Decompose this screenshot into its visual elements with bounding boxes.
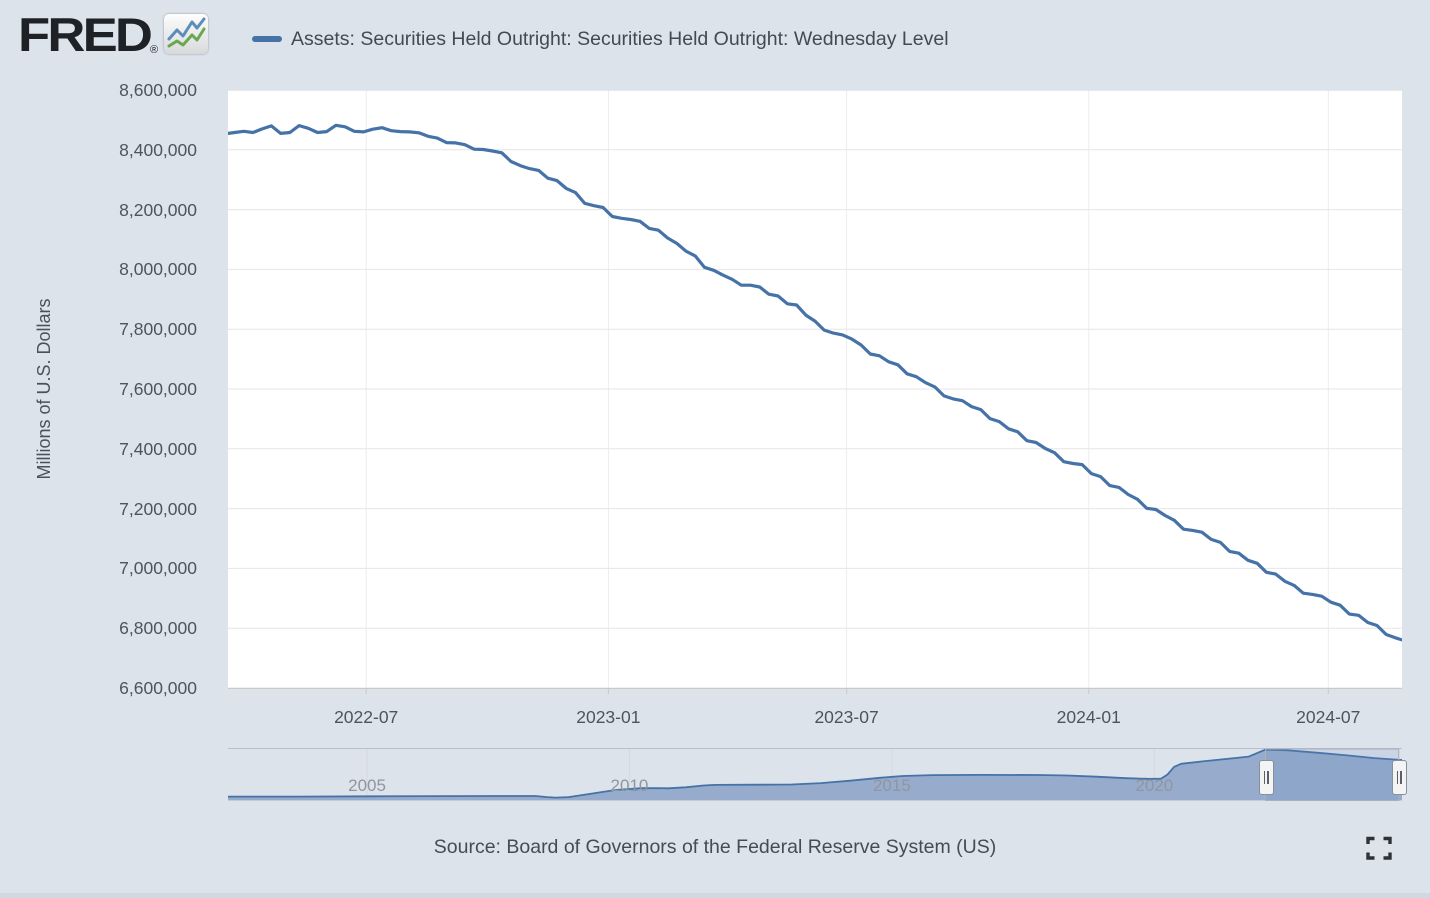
- x-tick-label: 2024-01: [1056, 707, 1121, 727]
- y-tick-label: 7,600,000: [119, 379, 197, 399]
- navigator-year-label: 2020: [1135, 776, 1174, 795]
- bottom-border: [0, 893, 1430, 898]
- y-tick-label: 6,600,000: [119, 678, 197, 698]
- y-tick-label: 7,400,000: [119, 438, 197, 459]
- legend[interactable]: Assets: Securities Held Outright: Securi…: [252, 24, 949, 54]
- y-tick-label: 6,800,000: [119, 618, 197, 639]
- fullscreen-button[interactable]: [1364, 833, 1398, 867]
- fred-logo-text: FRED: [18, 7, 153, 61]
- main-chart-plot[interactable]: [228, 90, 1402, 702]
- y-tick-label: 8,400,000: [119, 139, 197, 160]
- fred-logo[interactable]: FRED ®: [18, 7, 209, 61]
- x-tick-label: 2023-07: [814, 707, 879, 727]
- y-tick-label: 7,800,000: [119, 319, 197, 340]
- y-tick-label: 8,000,000: [119, 259, 197, 280]
- range-navigator[interactable]: [228, 748, 1402, 802]
- fullscreen-expand-icon: [1366, 836, 1392, 860]
- x-tick-label: 2024-07: [1296, 707, 1361, 727]
- x-tick-label: 2022-07: [334, 707, 399, 727]
- series-title: Assets: Securities Held Outright: Securi…: [291, 27, 949, 50]
- y-tick-label: 7,000,000: [119, 558, 197, 579]
- navigator-left-handle[interactable]: [1258, 760, 1274, 795]
- legend-line-marker: [252, 36, 282, 42]
- y-tick-label: 8,200,000: [119, 199, 197, 220]
- source-text: Source: Board of Governors of the Federa…: [433, 836, 997, 858]
- navigator-year-label: 2015: [872, 776, 911, 795]
- navigator-year-label: 2005: [348, 776, 386, 795]
- fred-logo-chart-icon: [164, 14, 209, 54]
- y-tick-label: 7,200,000: [119, 498, 197, 519]
- registered-trademark: ®: [149, 44, 159, 56]
- navigator-right-handle[interactable]: [1391, 760, 1407, 795]
- y-tick-label: 8,600,000: [119, 80, 197, 100]
- navigator-year-label: 2010: [610, 776, 649, 795]
- x-tick-label: 2023-01: [576, 707, 641, 727]
